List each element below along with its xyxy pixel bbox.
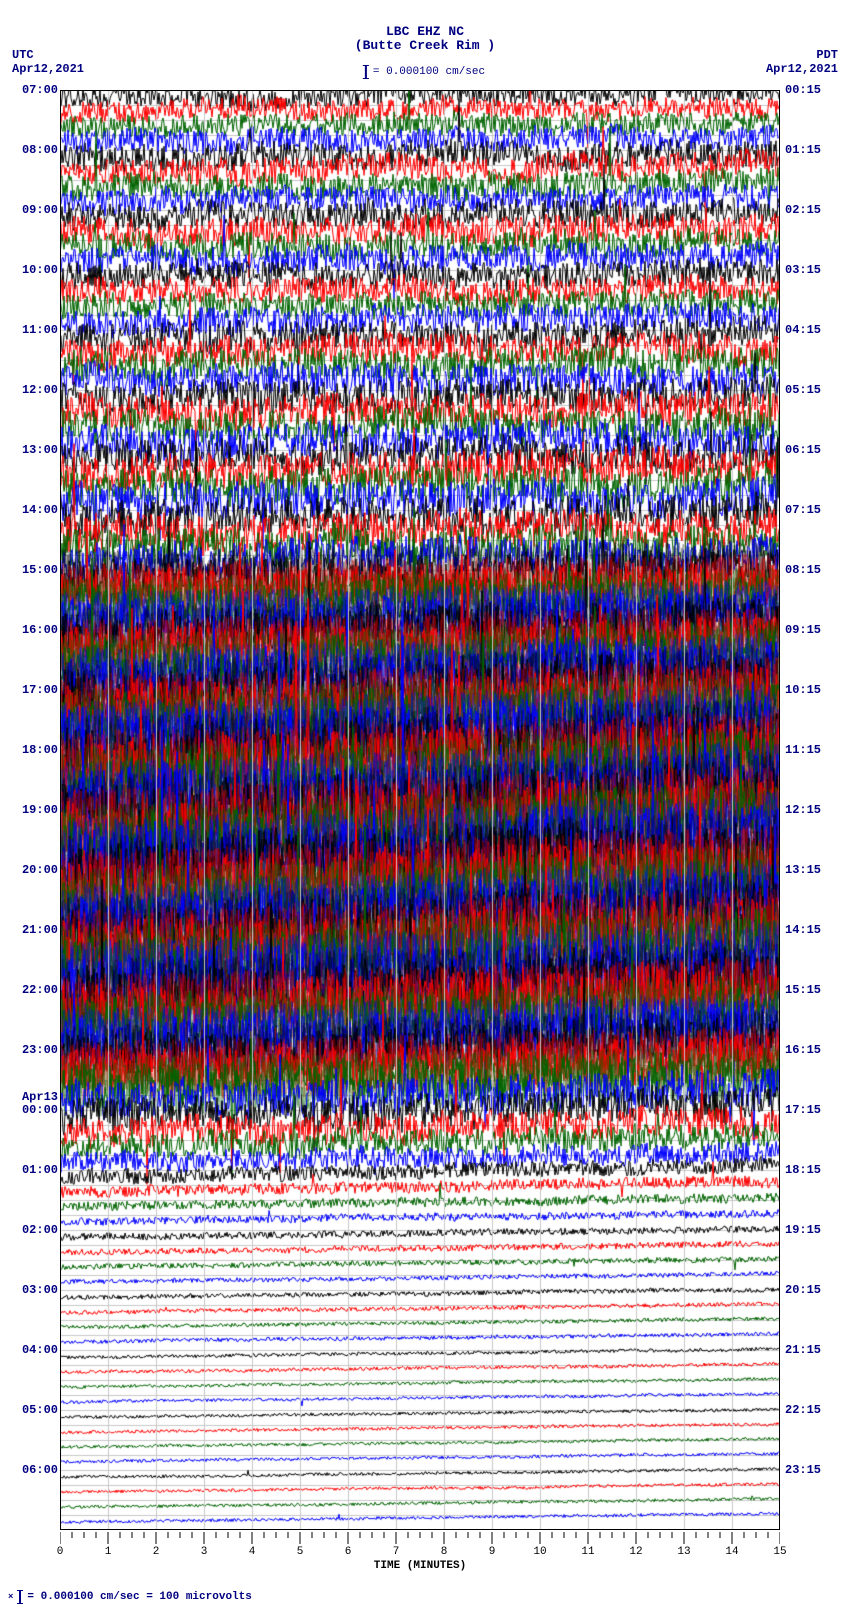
x-tick-label: 6 (345, 1546, 352, 1558)
footer-scale: × = 0.000100 cm/sec = 100 microvolts (8, 1590, 252, 1604)
pdt-hour-label: 08:15 (785, 563, 821, 577)
station-location: (Butte Creek Rim ) (0, 39, 850, 53)
utc-hour-label: 01:00 (22, 1163, 58, 1177)
utc-hour-label: 12:00 (22, 383, 58, 397)
x-tick-label: 0 (57, 1546, 64, 1558)
pdt-hour-label: 16:15 (785, 1043, 821, 1057)
x-tick-label: 15 (773, 1546, 786, 1558)
utc-hour-label: 10:00 (22, 263, 58, 277)
pdt-hour-label: 20:15 (785, 1283, 821, 1297)
utc-hour-label: 04:00 (22, 1343, 58, 1357)
amplitude-scale: = 0.000100 cm/sec (365, 65, 485, 79)
utc-hour-label: 03:00 (22, 1283, 58, 1297)
pdt-hour-label: 18:15 (785, 1163, 821, 1177)
pdt-hour-label: 21:15 (785, 1343, 821, 1357)
x-tick-label: 14 (725, 1546, 738, 1558)
helicorder-canvas (60, 90, 780, 1530)
tz-right-label: PDT (816, 48, 838, 62)
utc-hour-label: 02:00 (22, 1223, 58, 1237)
utc-hour-label: 13:00 (22, 443, 58, 457)
utc-hour-label: 22:00 (22, 983, 58, 997)
x-tick-label: 12 (629, 1546, 642, 1558)
pdt-hour-label: 03:15 (785, 263, 821, 277)
x-tick-label: 13 (677, 1546, 690, 1558)
utc-hour-label: 17:00 (22, 683, 58, 697)
utc-hour-label: 20:00 (22, 863, 58, 877)
utc-hour-label: 09:00 (22, 203, 58, 217)
x-tick-label: 1 (105, 1546, 112, 1558)
station-code: LBC EHZ NC (0, 25, 850, 39)
x-tick-label: 4 (249, 1546, 256, 1558)
pdt-hour-label: 15:15 (785, 983, 821, 997)
utc-hour-label: 18:00 (22, 743, 58, 757)
pdt-hour-label: 22:15 (785, 1403, 821, 1417)
utc-hour-label: 07:00 (22, 83, 58, 97)
utc-hour-label: 19:00 (22, 803, 58, 817)
next-day-marker: Apr13 (22, 1090, 58, 1104)
footer-scale-bar-icon (19, 1590, 21, 1604)
pdt-hour-label: 04:15 (785, 323, 821, 337)
pdt-hour-label: 17:15 (785, 1103, 821, 1117)
utc-hour-label: 06:00 (22, 1463, 58, 1477)
utc-hour-label: 23:00 (22, 1043, 58, 1057)
x-axis-ticks-svg (60, 1532, 780, 1546)
pdt-hour-label: 10:15 (785, 683, 821, 697)
pdt-hour-label: 11:15 (785, 743, 821, 757)
date-right-label: Apr12,2021 (766, 62, 838, 76)
footer-prefix: × (8, 1592, 13, 1602)
pdt-hour-label: 07:15 (785, 503, 821, 517)
utc-hour-label: 11:00 (22, 323, 58, 337)
pdt-hour-label: 06:15 (785, 443, 821, 457)
pdt-hour-label: 19:15 (785, 1223, 821, 1237)
x-tick-label: 5 (297, 1546, 304, 1558)
x-tick-label: 8 (441, 1546, 448, 1558)
x-tick-label: 3 (201, 1546, 208, 1558)
footer-text: = 0.000100 cm/sec = 100 microvolts (27, 1591, 251, 1603)
x-tick-label: 11 (581, 1546, 594, 1558)
pdt-hour-label: 13:15 (785, 863, 821, 877)
pdt-hour-label: 14:15 (785, 923, 821, 937)
pdt-hour-label: 05:15 (785, 383, 821, 397)
utc-hour-label: 21:00 (22, 923, 58, 937)
x-tick-label: 2 (153, 1546, 160, 1558)
pdt-hour-label: 23:15 (785, 1463, 821, 1477)
pdt-hour-label: 00:15 (785, 83, 821, 97)
helicorder-plot (60, 90, 780, 1530)
utc-hour-label: 08:00 (22, 143, 58, 157)
x-axis: TIME (MINUTES) 0123456789101112131415 (60, 1532, 780, 1572)
date-left-label: Apr12,2021 (12, 62, 84, 76)
utc-hour-label: 16:00 (22, 623, 58, 637)
chart-header: LBC EHZ NC (Butte Creek Rim ) (0, 25, 850, 53)
pdt-hour-label: 12:15 (785, 803, 821, 817)
utc-hour-label: 00:00 (22, 1103, 58, 1117)
pdt-hour-label: 01:15 (785, 143, 821, 157)
scale-label: = 0.000100 cm/sec (373, 66, 485, 78)
utc-hour-label: 14:00 (22, 503, 58, 517)
x-axis-title: TIME (MINUTES) (60, 1560, 780, 1572)
helicorder-container: LBC EHZ NC (Butte Creek Rim ) = 0.000100… (0, 0, 850, 1613)
x-tick-label: 7 (393, 1546, 400, 1558)
tz-left-label: UTC (12, 48, 34, 62)
pdt-hour-label: 02:15 (785, 203, 821, 217)
x-tick-label: 9 (489, 1546, 496, 1558)
pdt-hour-label: 09:15 (785, 623, 821, 637)
utc-hour-label: 15:00 (22, 563, 58, 577)
scale-bar-icon (365, 65, 367, 79)
utc-hour-label: 05:00 (22, 1403, 58, 1417)
x-tick-label: 10 (533, 1546, 546, 1558)
